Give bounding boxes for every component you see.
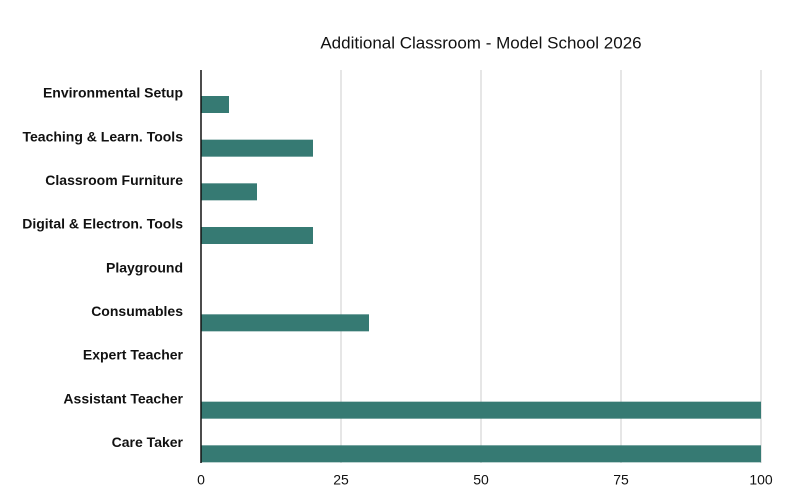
y-tick-label: Teaching & Learn. Tools	[22, 128, 183, 144]
x-tick-label: 75	[613, 472, 629, 488]
x-tick-label: 0	[197, 472, 205, 488]
y-tick-label: Environmental Setup	[43, 85, 183, 101]
chart-title: Additional Classroom - Model School 2026	[320, 33, 641, 52]
y-tick-label: Consumables	[91, 303, 183, 319]
y-tick-label: Expert Teacher	[83, 347, 184, 363]
bar	[201, 183, 257, 201]
bar	[201, 139, 313, 157]
bar	[201, 227, 313, 244]
y-tick-label: Care Taker	[112, 434, 184, 450]
y-tick-label: Assistant Teacher	[63, 390, 183, 406]
y-tick-label: Playground	[106, 259, 183, 275]
y-tick-label: Digital & Electron. Tools	[22, 216, 183, 232]
y-tick-label: Classroom Furniture	[45, 172, 183, 188]
bar	[201, 401, 761, 419]
x-tick-label: 100	[749, 472, 773, 488]
x-tick-label: 25	[333, 472, 349, 488]
bar	[201, 445, 761, 463]
bar	[201, 96, 229, 113]
bar	[201, 314, 369, 332]
x-tick-label: 50	[473, 472, 489, 488]
